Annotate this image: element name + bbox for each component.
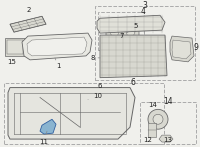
Text: 12: 12 [144, 137, 152, 143]
Text: 9: 9 [194, 44, 198, 52]
Text: 8: 8 [91, 55, 100, 61]
Text: 10: 10 [88, 92, 102, 100]
Polygon shape [8, 88, 135, 139]
FancyBboxPatch shape [122, 18, 139, 42]
Polygon shape [10, 16, 46, 32]
Text: 7: 7 [120, 32, 128, 39]
Text: 11: 11 [40, 131, 48, 145]
Text: 14: 14 [163, 97, 173, 106]
Circle shape [153, 114, 163, 124]
Text: 6: 6 [98, 83, 102, 89]
Text: 3: 3 [143, 1, 147, 10]
Polygon shape [159, 135, 173, 142]
Bar [5, 38, 25, 56]
Text: 5: 5 [134, 23, 138, 29]
Circle shape [148, 109, 168, 129]
Polygon shape [22, 33, 92, 60]
Polygon shape [170, 36, 194, 62]
Ellipse shape [126, 23, 135, 37]
Polygon shape [27, 37, 87, 56]
Polygon shape [172, 40, 191, 59]
Bar [7, 40, 23, 54]
Text: 4: 4 [141, 7, 145, 16]
Text: 13: 13 [164, 137, 172, 143]
Polygon shape [97, 15, 165, 33]
Polygon shape [100, 35, 167, 78]
Polygon shape [40, 119, 56, 134]
Text: 15: 15 [8, 59, 16, 65]
Bar [148, 123, 156, 137]
Text: 14: 14 [149, 102, 157, 108]
Text: 6: 6 [131, 78, 135, 87]
Text: 2: 2 [27, 7, 31, 13]
FancyBboxPatch shape [106, 18, 123, 42]
Text: 1: 1 [55, 58, 60, 69]
Ellipse shape [110, 23, 119, 37]
